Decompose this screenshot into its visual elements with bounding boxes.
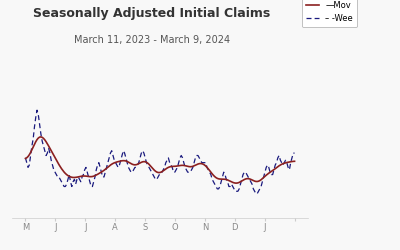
Legend: —Mov, – -Wee: —Mov, – -Wee	[302, 0, 357, 28]
Text: March 11, 2023 - March 9, 2024: March 11, 2023 - March 9, 2024	[74, 35, 230, 45]
Text: Seasonally Adjusted Initial Claims: Seasonally Adjusted Initial Claims	[33, 8, 271, 20]
